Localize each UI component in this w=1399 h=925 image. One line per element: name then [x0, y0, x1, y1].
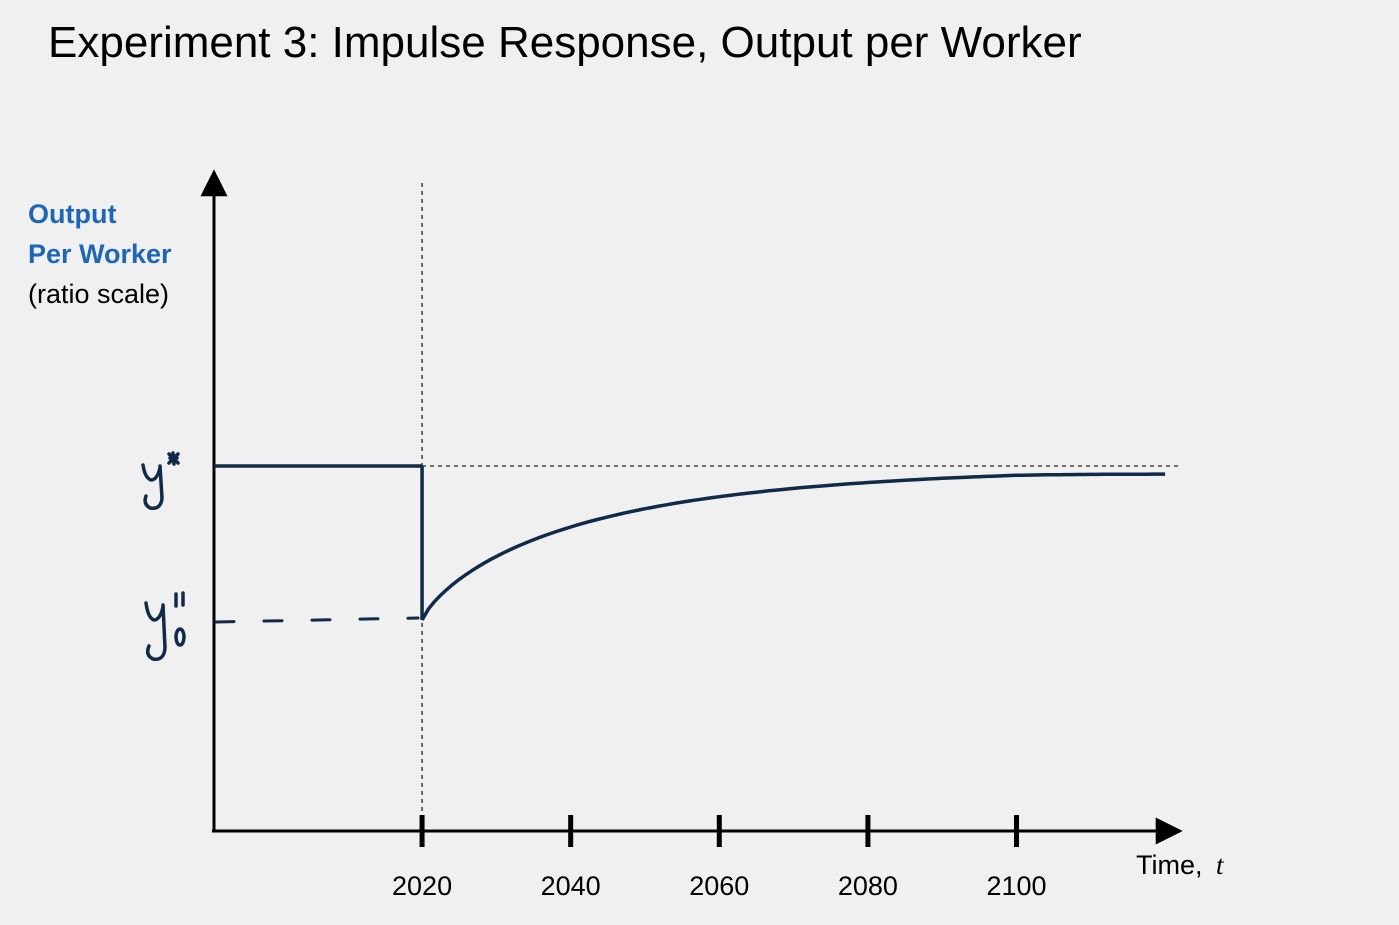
y-axis-label: Output Per Worker (ratio scale): [28, 194, 172, 314]
x-tick-label-2060: 2060: [689, 871, 749, 901]
recovery-curve: [420, 472, 1166, 621]
x-tick-label-2020: 2020: [392, 871, 452, 901]
y-axis-label-line-1: Output: [28, 199, 117, 229]
y-zero-star-handwritten-mark: [144, 591, 186, 662]
x-axis-label: Time, t: [1136, 850, 1225, 880]
y-axis-label-note: (ratio scale): [28, 279, 170, 309]
x-axis-label-text: Time,: [1136, 850, 1203, 880]
x-tick-label-2100: 2100: [986, 871, 1046, 901]
initial-level-dashed-line: [214, 616, 420, 624]
output-path-solid: [214, 464, 1166, 621]
y-axis-label-line-2: Per Worker: [28, 239, 172, 269]
y-star-handwritten-mark: [141, 451, 180, 511]
page-title: Experiment 3: Impulse Response, Output p…: [48, 18, 1082, 67]
x-tick-label-2080: 2080: [838, 871, 898, 901]
x-axis-label-variable: t: [1216, 850, 1225, 880]
x-tick-label-2040: 2040: [541, 871, 601, 901]
x-axis-ticks: 2020 2040 2060 2080 2100: [392, 815, 1047, 901]
